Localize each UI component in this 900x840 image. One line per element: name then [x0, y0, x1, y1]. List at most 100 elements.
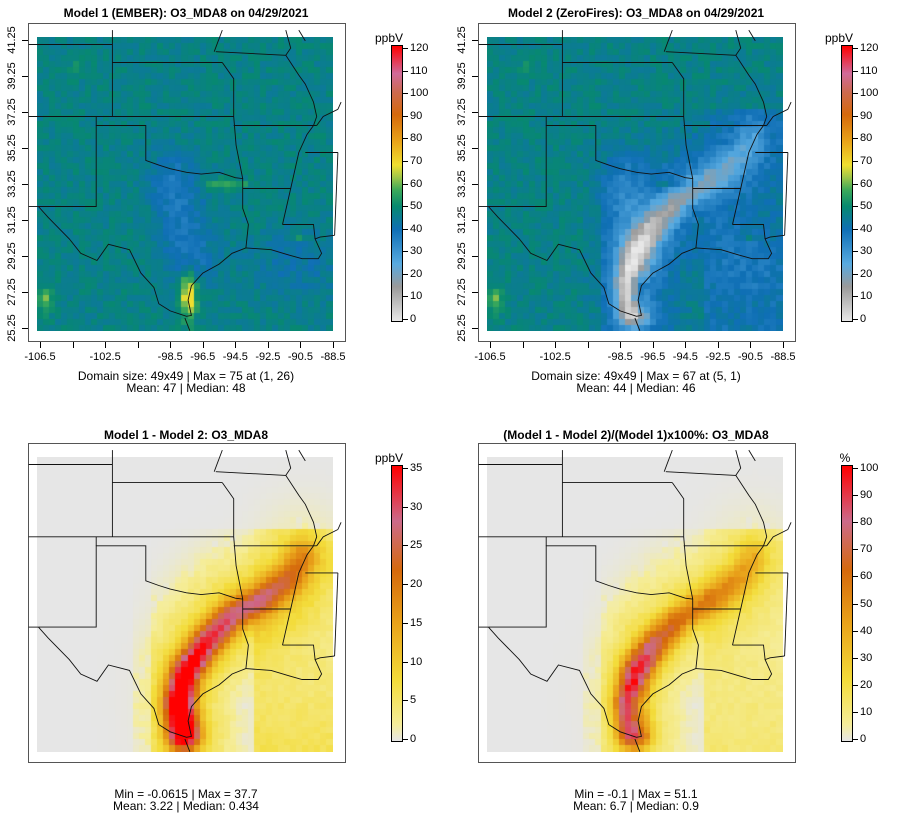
x-tick-mark — [750, 342, 752, 348]
colorbar-tick-label: 70 — [410, 154, 423, 167]
y-tick-mark — [22, 112, 28, 113]
x-tick-mark — [620, 342, 622, 348]
x-tick-label: -94.5 — [672, 351, 698, 363]
colorbar-tick — [403, 228, 408, 230]
x-tick-label: -90.5 — [287, 351, 313, 363]
colorbar-tick — [853, 183, 858, 185]
colorbar-tick-label: 40 — [410, 222, 423, 235]
colorbar-tick-label: 5 — [410, 694, 417, 707]
x-tick-mark — [717, 342, 719, 348]
summary-stats-line: Mean: 3.22 | Median: 0.434 — [113, 799, 259, 813]
y-tick-label: 39.25 — [456, 62, 468, 90]
x-tick-mark — [202, 342, 204, 348]
colorbar-tick — [853, 273, 858, 275]
y-tick-mark — [22, 292, 28, 293]
colorbar-tick — [403, 48, 408, 49]
y-tick-label: 25.25 — [6, 314, 18, 342]
colorbar-tick-label: 25 — [410, 539, 423, 552]
heatmap-diff — [37, 457, 333, 752]
x-tick-mark — [72, 342, 74, 348]
heatmap-pct — [487, 457, 783, 752]
x-tick-mark — [522, 342, 524, 348]
colorbar-tick — [853, 630, 858, 632]
colorbar-tick — [853, 93, 858, 95]
heatmap-model1 — [37, 37, 333, 331]
y-tick-label: 31.25 — [6, 206, 18, 234]
colorbar-tick — [403, 700, 408, 702]
y-tick-label: 29.25 — [6, 242, 18, 270]
colorbar-tick-label: 110 — [860, 64, 878, 77]
colorbar-tick-label: 90 — [860, 489, 873, 502]
colorbar — [841, 465, 853, 742]
colorbar-tick — [853, 138, 858, 140]
colorbar-tick — [403, 739, 408, 740]
y-tick-mark — [472, 76, 478, 77]
colorbar-tick — [403, 296, 408, 298]
colorbar-tick — [403, 251, 408, 253]
x-tick-label: -88.5 — [770, 351, 796, 363]
colorbar-tick — [853, 739, 858, 740]
y-tick-label: 41.25 — [6, 26, 18, 54]
colorbar-tick-label: 35 — [410, 462, 423, 474]
colorbar-unit-label: % — [839, 451, 851, 465]
colorbar-tick-label: 70 — [860, 543, 873, 556]
x-tick-mark — [333, 342, 334, 348]
colorbar-tick-label: 60 — [410, 177, 423, 190]
heatmap-model2 — [487, 37, 783, 331]
panel-title: (Model 1 - Model 2)/(Model 1)x100%: O3_M… — [503, 428, 769, 442]
colorbar-tick — [403, 661, 408, 663]
summary-stats-line: Domain size: 49x49 | Max = 67 at (5, 1) — [531, 369, 741, 383]
colorbar-tick-label: 15 — [410, 616, 423, 629]
colorbar-tick-label: 50 — [860, 200, 873, 213]
x-tick-label: -92.5 — [255, 351, 281, 363]
colorbar-tick — [853, 549, 858, 551]
colorbar-tick-label: 10 — [860, 705, 873, 718]
colorbar-tick-label: 20 — [860, 267, 873, 280]
colorbar-tick-label: 120 — [410, 42, 429, 54]
colorbar-tick — [853, 657, 858, 659]
y-tick-mark — [22, 328, 28, 329]
colorbar-tick-label: 80 — [410, 132, 423, 145]
colorbar-tick — [853, 522, 858, 524]
colorbar-tick-label: 0 — [410, 313, 417, 325]
colorbar-tick — [853, 296, 858, 298]
colorbar-tick-label: 60 — [860, 177, 873, 190]
colorbar-tick-label: 120 — [860, 42, 879, 54]
summary-stats-line: Mean: 47 | Median: 48 — [126, 381, 246, 395]
x-tick-mark — [267, 342, 269, 348]
colorbar-tick — [853, 495, 858, 497]
panel-title: Model 2 (ZeroFires): O3_MDA8 on 04/29/20… — [507, 6, 765, 20]
y-tick-label: 25.25 — [456, 314, 468, 342]
colorbar-tick — [403, 206, 408, 208]
colorbar-tick-label: 80 — [860, 516, 873, 529]
y-tick-mark — [472, 184, 478, 185]
colorbar-tick-label: 0 — [860, 733, 867, 745]
y-tick-label: 39.25 — [6, 62, 18, 90]
y-tick-mark — [472, 292, 478, 293]
summary-stats-line: Mean: 6.7 | Median: 0.9 — [573, 799, 699, 813]
colorbar-tick — [853, 603, 858, 605]
y-tick-mark — [22, 184, 28, 185]
colorbar-tick — [853, 115, 858, 117]
colorbar-tick-label: 20 — [410, 267, 423, 280]
colorbar-tick-label: 110 — [410, 64, 428, 77]
x-tick-label: -106.5 — [474, 351, 506, 363]
colorbar-tick-label: 30 — [410, 500, 423, 513]
y-tick-mark — [22, 256, 28, 257]
colorbar-tick — [403, 622, 408, 624]
x-tick-label: -102.5 — [89, 351, 121, 363]
y-tick-label: 29.25 — [456, 242, 468, 270]
colorbar-tick — [403, 115, 408, 117]
colorbar-tick-label: 40 — [860, 624, 873, 637]
summary-stats-line: Min = -0.1 | Max = 51.1 — [574, 787, 698, 801]
x-tick-mark — [587, 342, 589, 348]
colorbar-tick-label: 40 — [860, 222, 873, 235]
colorbar-tick — [403, 545, 408, 547]
x-tick-label: -90.5 — [737, 351, 763, 363]
y-tick-label: 33.25 — [6, 170, 18, 198]
y-tick-mark — [472, 148, 478, 149]
y-tick-label: 27.25 — [456, 278, 468, 306]
colorbar-tick — [853, 684, 858, 686]
colorbar-tick-label: 50 — [860, 597, 873, 610]
